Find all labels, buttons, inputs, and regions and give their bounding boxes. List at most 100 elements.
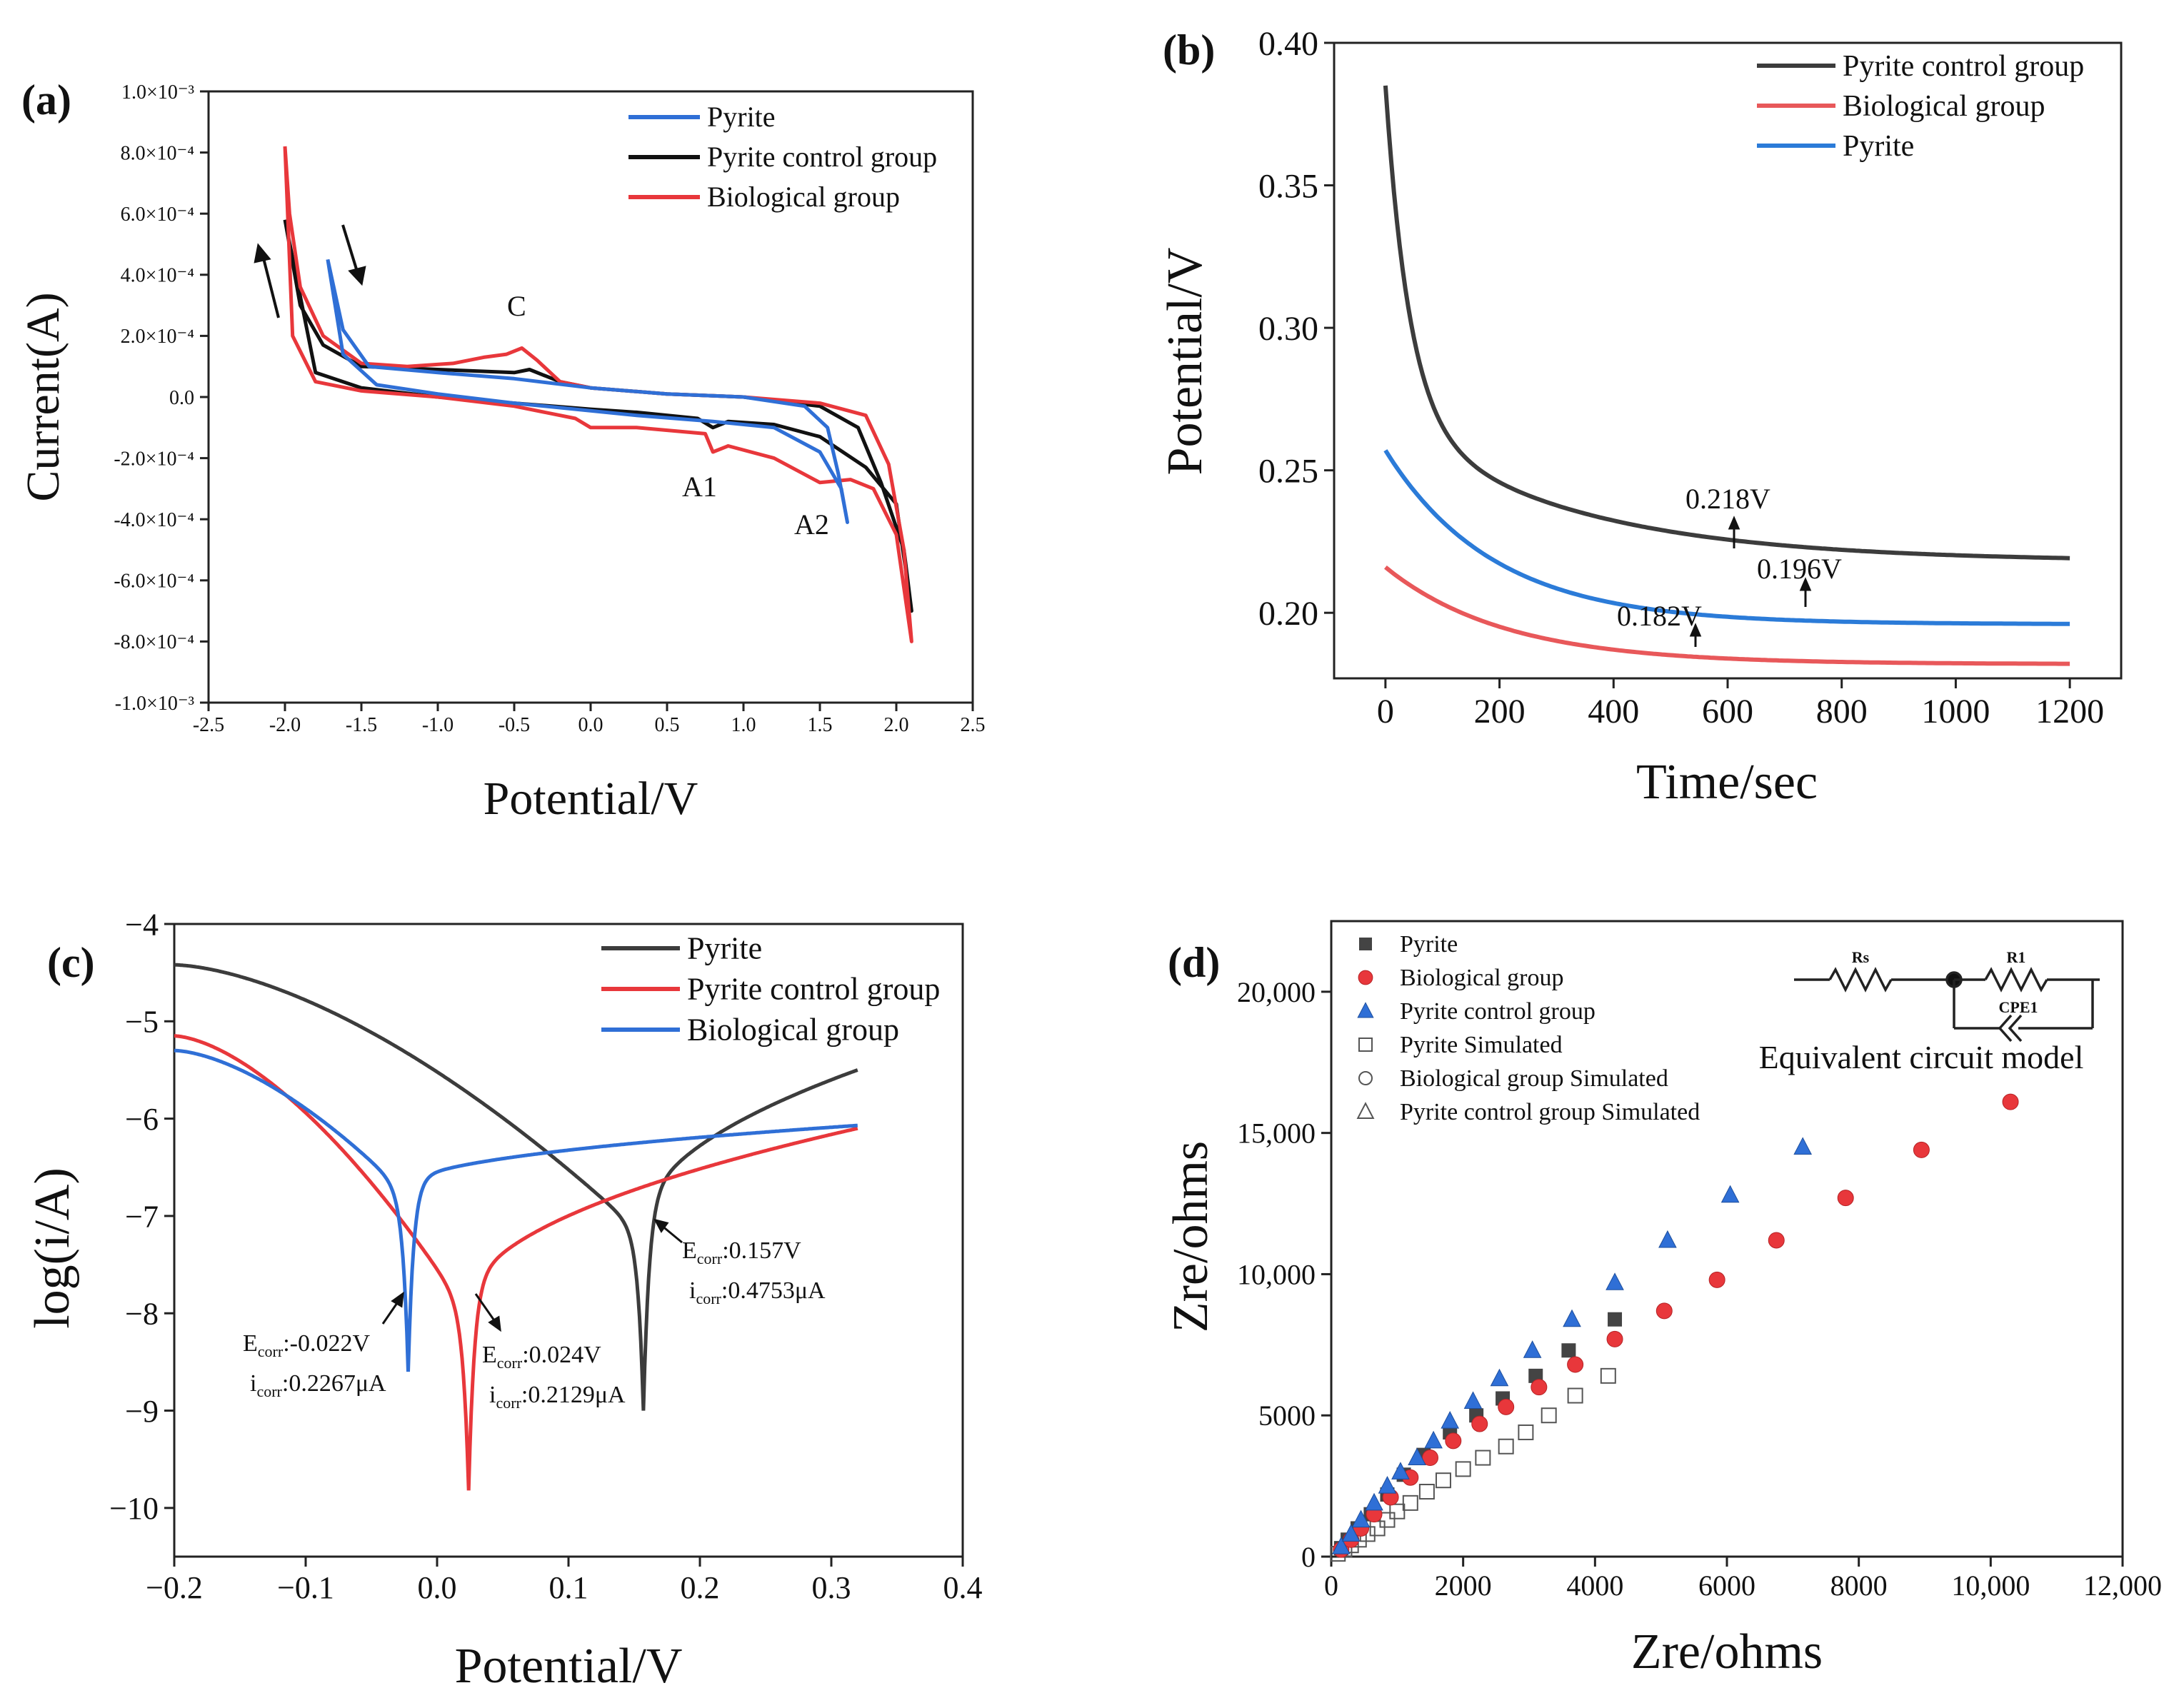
eis-point-pyrite-control-group [1391, 1462, 1410, 1480]
legend-entry: Biological group [687, 1013, 899, 1048]
eis-point-pyrite-control-group [1523, 1340, 1542, 1358]
legend-entry: Biological group [1400, 965, 1563, 991]
x-tick-label: 2.0 [884, 714, 909, 736]
x-tick-label: 0 [1324, 1569, 1338, 1602]
legend-entry: Biological group [707, 181, 900, 213]
equivalent-circuit-inset [1794, 967, 2100, 1043]
scan-arrow-up [254, 243, 280, 318]
eis-point-pyrite-control-group [1463, 1391, 1483, 1409]
eis-point-pyrite-simulated [1379, 1512, 1396, 1528]
panel-d-ylabel: Zre/ohms [1163, 1141, 1218, 1332]
annotation-c: C [507, 290, 526, 322]
x-tick-label: 0.5 [655, 714, 680, 736]
y-tick-label: −9 [125, 1394, 159, 1429]
y-tick-label: −4 [125, 907, 159, 942]
eis-point-pyrite-simulated [1541, 1407, 1557, 1424]
potential-line-pyrite [1383, 449, 2070, 626]
panel-a-legend: Pyrite Pyrite control group Biological gro… [628, 101, 937, 213]
eis-point-biological-group [1567, 1356, 1584, 1373]
tafel-line-biological-group [174, 1048, 858, 1372]
eis-point-pyrite-simulated [1402, 1494, 1418, 1511]
eis-point-pyrite-control-group [1563, 1309, 1581, 1327]
x-tick-label: 6000 [1698, 1569, 1755, 1602]
annotation-0182: 0.182V [1617, 600, 1702, 632]
x-tick-label: −0.1 [277, 1570, 334, 1605]
potential-line-biological-group [1384, 565, 2070, 666]
legend-entry: Pyrite Simulated [1400, 1032, 1563, 1058]
inset-label-cpe1: CPE1 [1999, 998, 2038, 1016]
eis-point-pyrite-control-group [1424, 1430, 1443, 1449]
legend-entry: Biological group Simulated [1400, 1065, 1668, 1092]
legend-entry: Pyrite control group [1400, 998, 1596, 1025]
y-tick-label: -6.0×10⁻⁴ [114, 571, 194, 593]
y-tick-label: 0.40 [1258, 25, 1318, 63]
legend-entry: Biological group [1843, 90, 2045, 123]
cpe-symbol [1998, 1014, 2013, 1043]
x-tick-label: 2000 [1435, 1569, 1492, 1602]
eis-point-biological-group [1498, 1398, 1515, 1415]
resistor-r1 [1984, 967, 2048, 993]
y-tick-label: 4.0×10⁻⁴ [121, 265, 194, 287]
annotation-0196: 0.196V [1757, 553, 1842, 585]
legend-entry: Pyrite control group [1843, 50, 2084, 83]
panel-c-label: (c) [47, 939, 95, 986]
panel-b-label: (b) [1163, 26, 1215, 74]
eis-point-pyrite-simulated [1567, 1387, 1583, 1404]
tafel-line-pyrite [174, 963, 858, 1411]
eis-point-biological-group [2002, 1093, 2019, 1110]
eis-point-pyrite-control-group [1658, 1230, 1677, 1248]
eis-point-pyrite-control-group [1490, 1368, 1509, 1387]
y-tick-label: 5000 [1258, 1400, 1316, 1432]
panel-a-xlabel: Potential/V [484, 773, 698, 825]
eis-point-pyrite [1561, 1343, 1576, 1358]
legend-entry: Pyrite control group Simulated [1400, 1099, 1700, 1125]
x-tick-label: 1000 [1921, 693, 1990, 730]
y-tick-label: 0.30 [1258, 310, 1318, 348]
eis-point-biological-group [1913, 1141, 1930, 1158]
x-tick-label: 1.0 [731, 714, 756, 736]
y-tick-label: 8.0×10⁻⁴ [121, 142, 194, 164]
cv-line-pyrite [326, 258, 849, 524]
y-tick-label: -4.0×10⁻⁴ [114, 509, 194, 531]
y-tick-label: 10,000 [1237, 1258, 1316, 1290]
x-tick-label: -1.0 [422, 714, 454, 736]
eis-point-biological-group [1531, 1379, 1548, 1396]
eis-point-biological-group [1655, 1302, 1673, 1320]
x-tick-label: -2.5 [193, 714, 224, 736]
annotation-a2: A2 [794, 508, 829, 541]
eis-point-pyrite-control-group [1332, 1537, 1351, 1554]
svg-text:Ecorr:0.157V: Ecorr:0.157V [682, 1237, 801, 1267]
svg-text:icorr:0.2129μA: icorr:0.2129μA [489, 1382, 626, 1412]
eis-point-biological-group [1708, 1271, 1725, 1288]
inset-label-rs: Rs [1852, 948, 1870, 966]
legend-marker [1359, 938, 1372, 950]
y-tick-label: 1.0×10⁻³ [121, 81, 194, 104]
eis-point-pyrite [1608, 1312, 1623, 1327]
legend-entry: Pyrite [687, 931, 762, 966]
x-tick-label: 8000 [1830, 1569, 1888, 1602]
legend-marker [1358, 1071, 1373, 1085]
cv-line-pyrite-control-group [283, 219, 913, 613]
resistor-rs [1828, 967, 1893, 993]
y-tick-label: −7 [125, 1199, 159, 1234]
legend-entry: Pyrite control group [687, 972, 940, 1007]
annotation-arrows-b [1689, 516, 1812, 647]
eis-point-pyrite-simulated [1455, 1461, 1471, 1477]
y-tick-label: 0 [1301, 1541, 1316, 1573]
annotation-biological-ecorr: Ecorr:-0.022V icorr:0.2267μA [243, 1291, 404, 1400]
x-tick-label: 0 [1377, 693, 1394, 730]
x-tick-label: 1200 [2035, 693, 2104, 730]
x-tick-label: 4000 [1566, 1569, 1623, 1602]
scan-arrow-down [341, 224, 366, 286]
y-tick-label: 2.0×10⁻⁴ [121, 326, 194, 348]
y-tick-label: −8 [125, 1297, 159, 1332]
x-tick-label: 1.5 [808, 714, 833, 736]
x-tick-label: 200 [1474, 693, 1526, 730]
eis-point-biological-group [1422, 1450, 1438, 1467]
panel-c-xlabel: Potential/V [455, 1639, 683, 1694]
eis-point-biological-group [1768, 1232, 1785, 1249]
eis-point-pyrite-control-group [1720, 1185, 1740, 1203]
panel-d-label: (d) [1168, 939, 1220, 986]
x-tick-label: 0.2 [681, 1570, 720, 1605]
panel-c: (c) −0.2 −0.1 0.0 0.1 0.2 0.3 0.4 −4 −5 −6 −7 −8 −9 −… [25, 907, 983, 1694]
